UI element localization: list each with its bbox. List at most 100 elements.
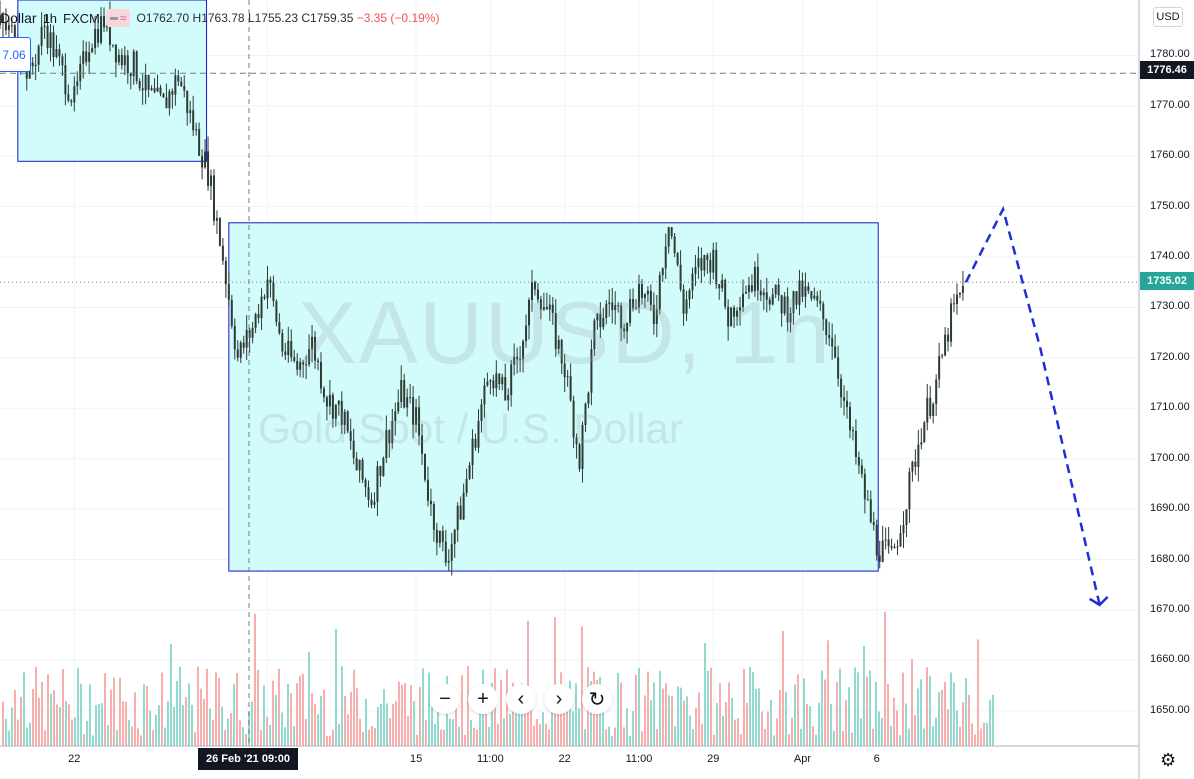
volume-bar [704,643,706,746]
candle-body [489,380,492,382]
volume-bar [398,681,400,746]
volume-bar [143,684,145,746]
candle-body [450,544,453,561]
zoom-in-button[interactable]: + [468,684,498,714]
volume-bar [743,668,745,746]
zoom-out-button[interactable]: − [430,684,460,714]
scroll-right-button[interactable]: › [544,684,574,714]
indicator-toggle-button[interactable]: ≈ [105,9,131,27]
candle-body [385,430,388,459]
candle-body [944,334,947,356]
volume-bar [443,729,445,746]
candle-body [204,151,207,168]
candle-body [355,458,358,471]
currency-button[interactable]: USD [1153,7,1183,27]
symbol-text[interactable]: Dollar [0,10,37,26]
candle-body [649,290,652,305]
candle-body [501,377,504,385]
volume-bar [824,679,826,746]
volume-bar [563,702,565,746]
candle-body [953,303,956,305]
candle-body [480,404,483,422]
candle-body [646,290,649,295]
volume-bar [791,717,793,746]
reset-chart-button[interactable]: ↻ [582,684,612,714]
candle-body [141,88,144,91]
left-price-tag[interactable]: 7.06 [0,37,31,72]
volume-bar [314,703,316,746]
candle-body [941,355,944,357]
candle-body [153,88,156,92]
volume-bar [206,668,208,746]
volume-bar [836,682,838,746]
scroll-left-button[interactable]: ‹ [506,684,536,714]
candle-body [676,253,679,265]
candle-body [61,56,64,66]
volume-bar [80,683,82,746]
volume-bar [875,682,877,746]
volume-bar [323,689,325,746]
volume-bar [356,688,358,746]
volume-bar [170,643,172,746]
candle-body [465,478,468,493]
candle-body [813,295,816,299]
price-tick-label: 1660.00 [1150,653,1190,666]
high-value: H1763.78 [192,11,245,25]
volume-bar [278,668,280,746]
candle-body [195,129,198,131]
interval-label[interactable]: 1h [42,10,58,26]
candle-body [679,264,682,290]
volume-bar [2,701,4,746]
volume-bar [986,722,988,746]
candle-body [248,330,251,338]
candle-body [192,110,195,131]
volume-bar [422,668,424,746]
volume-bar [452,719,454,746]
volume-bar [164,727,166,746]
candle-body [635,307,638,309]
candle-body [655,309,658,325]
candle-body [34,64,37,67]
volume-bar [677,686,679,746]
volume-bar [485,689,487,746]
candle-body [596,313,599,321]
candle-body [382,458,385,476]
candle-body [79,63,82,82]
candle-body [100,16,103,43]
volume-bar [842,731,844,746]
candle-body [373,501,376,505]
volume-bar [881,717,883,746]
volume-bar [458,726,460,746]
volume-bar [548,729,550,746]
candle-body [566,376,569,378]
price-tick-label: 1650.00 [1150,703,1190,716]
candle-body [667,227,670,247]
volume-bar [437,694,439,746]
volume-bar [131,726,133,746]
volume-bar [26,727,28,746]
settings-gear-icon[interactable]: ⚙ [1160,750,1177,770]
volume-bar [740,734,742,746]
price-tick-label: 1740.00 [1150,250,1190,263]
volume-bar [8,730,10,746]
volume-bar [575,683,577,746]
volume-bar [710,667,712,746]
candle-body [834,346,837,358]
candle-body [319,361,322,389]
volume-bar [980,728,982,746]
volume-bar [98,704,100,746]
volume-bar [140,735,142,746]
volume-bar [41,681,43,746]
candle-body [254,314,257,328]
candle-body [789,313,792,323]
volume-bar [194,732,196,746]
price-tick-label: 1690.00 [1150,502,1190,515]
candle-body [82,51,85,64]
candle-body [801,280,804,297]
candle-body [890,546,893,548]
candle-body [670,227,673,237]
volume-bar [137,728,139,746]
volume-bar [683,700,685,746]
candle-body [920,442,923,445]
